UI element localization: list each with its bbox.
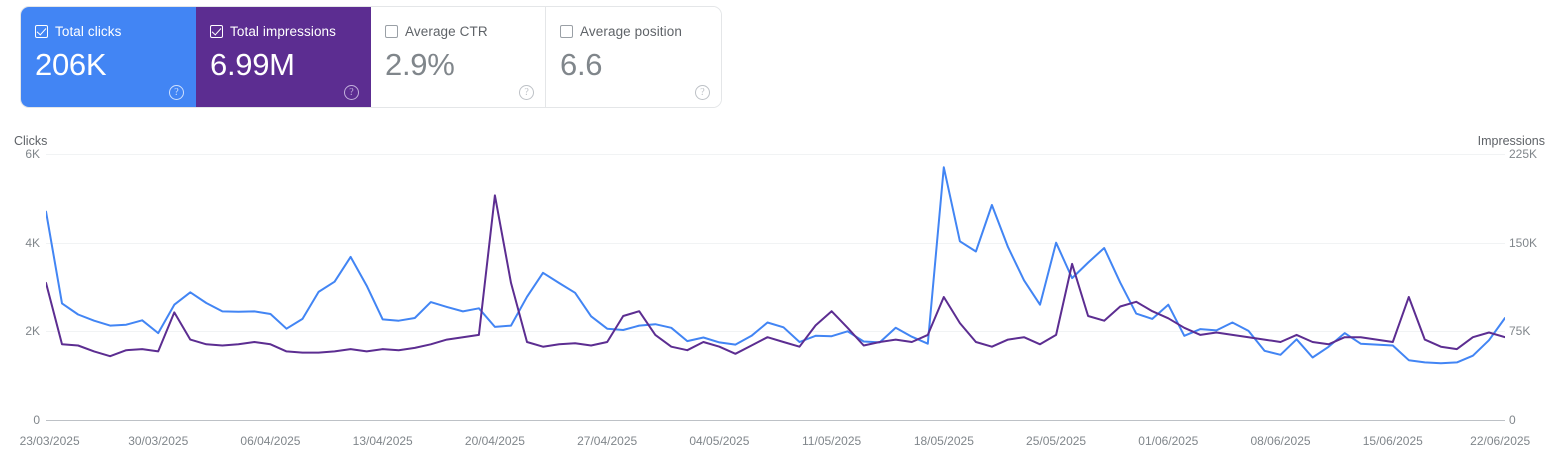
metric-card-value: 206K — [35, 47, 107, 82]
help-circle-icon[interactable]: ? — [169, 85, 185, 100]
x-axis-tick-label: 23/03/2025 — [19, 434, 80, 448]
gridline — [46, 331, 1505, 333]
x-axis-tick-label: 01/06/2025 — [1138, 434, 1199, 448]
left-axis-tick-label: 0 — [33, 413, 40, 427]
right-axis-title: Impressions — [1477, 134, 1545, 148]
metric-card-value: 2.9% — [385, 47, 455, 82]
metric-card-value: 6.6 — [560, 47, 603, 82]
checkbox-icon[interactable] — [560, 24, 574, 38]
x-axis-tick-label: 04/05/2025 — [689, 434, 750, 448]
metric-card-2[interactable]: Average CTR 2.9%? — [371, 7, 547, 107]
help-circle-icon[interactable]: ? — [519, 85, 535, 100]
left-axis-tick-label: 6K — [25, 147, 40, 161]
x-axis-tick-label: 15/06/2025 — [1362, 434, 1423, 448]
right-axis-tick-label: 0 — [1509, 413, 1516, 427]
x-axis-tick-label: 30/03/2025 — [128, 434, 189, 448]
left-axis-tick-label: 2K — [25, 324, 40, 339]
metric-card-label: Total impressions — [230, 23, 337, 39]
metric-card-label: Average CTR — [405, 23, 488, 39]
metric-card-header: Average CTR — [385, 23, 531, 39]
x-axis-tick-label: 25/05/2025 — [1026, 434, 1087, 448]
gridline — [46, 242, 1505, 244]
metric-card-value: 6.99M — [210, 47, 295, 82]
metric-card-header: Total clicks — [35, 23, 181, 39]
metric-card-3[interactable]: Average position 6.6? — [546, 7, 721, 107]
x-axis-tick-label: 27/04/2025 — [577, 434, 638, 448]
chart-plot-area[interactable] — [46, 128, 1505, 422]
x-axis-tick-label: 06/04/2025 — [240, 434, 301, 448]
chart-series-svg — [46, 128, 1505, 422]
right-axis-tick-label: 150K — [1509, 235, 1538, 250]
metric-card-0[interactable]: Total clicks 206K? — [21, 7, 197, 107]
x-axis-tick-label: 13/04/2025 — [352, 434, 413, 448]
performance-chart: Clicks Impressions 0 2K 4K 6K 0 75K 150K 225K … — [0, 128, 1557, 474]
right-axis-tick-label: 225K — [1509, 147, 1538, 161]
metric-card-header: Average position — [560, 23, 707, 39]
gridline — [46, 420, 1505, 421]
left-axis-title: Clicks — [14, 134, 48, 148]
x-axis-tick-label: 20/04/2025 — [464, 434, 525, 448]
checkbox-icon[interactable] — [35, 24, 48, 38]
x-axis-tick-label: 22/06/2025 — [1470, 434, 1531, 448]
help-circle-icon[interactable]: ? — [344, 85, 360, 100]
metric-card-label: Total clicks — [55, 23, 122, 39]
x-axis-tick-label: 18/05/2025 — [913, 434, 974, 448]
help-circle-icon[interactable]: ? — [695, 85, 711, 100]
series-line-clicks — [46, 167, 1505, 363]
metric-card-header: Total impressions — [210, 23, 356, 39]
x-axis-tick-label: 08/06/2025 — [1250, 434, 1311, 448]
x-axis-tick-label: 11/05/2025 — [802, 434, 862, 448]
metric-card-label: Average position — [580, 23, 682, 39]
metric-cards-row: Total clicks 206K? Total impressions 6.99M?… — [20, 6, 722, 108]
left-axis-tick-label: 4K — [25, 235, 40, 250]
checkbox-icon[interactable] — [210, 24, 224, 38]
right-axis-tick-label: 75K — [1509, 324, 1531, 339]
checkbox-icon[interactable] — [385, 24, 399, 38]
gridline — [46, 154, 1505, 155]
metric-card-1[interactable]: Total impressions 6.99M? — [196, 7, 372, 107]
series-line-impressions — [46, 195, 1505, 356]
